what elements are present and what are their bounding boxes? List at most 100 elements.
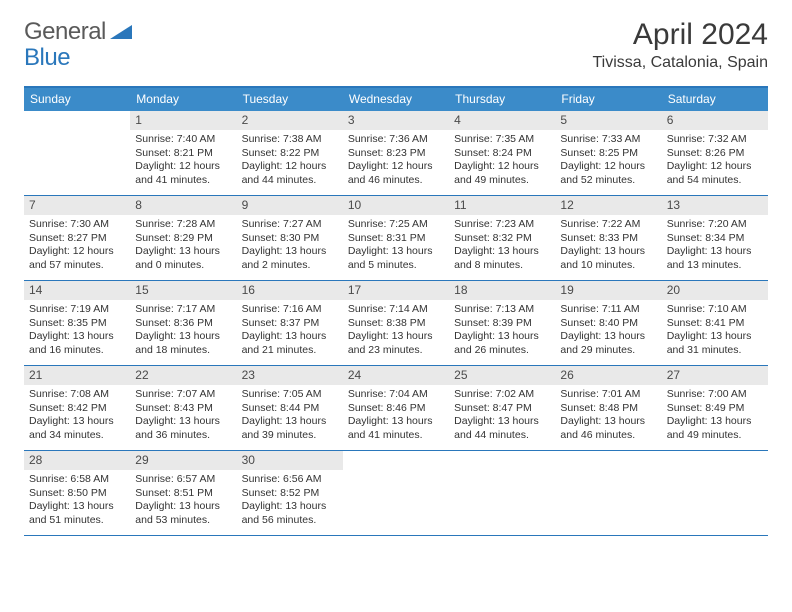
sunrise: Sunrise: 7:32 AM <box>667 133 763 147</box>
day-cell: 2Sunrise: 7:38 AMSunset: 8:22 PMDaylight… <box>237 111 343 195</box>
day-number: 18 <box>449 281 555 300</box>
day-body: Sunrise: 7:00 AMSunset: 8:49 PMDaylight:… <box>662 385 768 447</box>
daylight: Daylight: 12 hours and 41 minutes. <box>135 160 231 187</box>
day-number: 15 <box>130 281 236 300</box>
day-number: 10 <box>343 196 449 215</box>
day-body: Sunrise: 7:40 AMSunset: 8:21 PMDaylight:… <box>130 130 236 192</box>
sunrise: Sunrise: 6:57 AM <box>135 473 231 487</box>
day-number: 24 <box>343 366 449 385</box>
daylight: Daylight: 13 hours and 51 minutes. <box>29 500 125 527</box>
sunset: Sunset: 8:33 PM <box>560 232 656 246</box>
day-cell: 15Sunrise: 7:17 AMSunset: 8:36 PMDayligh… <box>130 281 236 365</box>
sunrise: Sunrise: 7:36 AM <box>348 133 444 147</box>
day-body: Sunrise: 6:56 AMSunset: 8:52 PMDaylight:… <box>237 470 343 532</box>
dow-tuesday: Tuesday <box>237 88 343 111</box>
dow-saturday: Saturday <box>662 88 768 111</box>
day-cell: 6Sunrise: 7:32 AMSunset: 8:26 PMDaylight… <box>662 111 768 195</box>
sunrise: Sunrise: 7:07 AM <box>135 388 231 402</box>
sunset: Sunset: 8:48 PM <box>560 402 656 416</box>
logo-text-blue: Blue <box>24 44 70 71</box>
day-cell: 1Sunrise: 7:40 AMSunset: 8:21 PMDaylight… <box>130 111 236 195</box>
day-body: Sunrise: 7:22 AMSunset: 8:33 PMDaylight:… <box>555 215 661 277</box>
daylight: Daylight: 12 hours and 54 minutes. <box>667 160 763 187</box>
daylight: Daylight: 13 hours and 41 minutes. <box>348 415 444 442</box>
day-number <box>343 451 449 470</box>
sunset: Sunset: 8:23 PM <box>348 147 444 161</box>
day-body: Sunrise: 7:25 AMSunset: 8:31 PMDaylight:… <box>343 215 449 277</box>
sunset: Sunset: 8:22 PM <box>242 147 338 161</box>
day-cell: 5Sunrise: 7:33 AMSunset: 8:25 PMDaylight… <box>555 111 661 195</box>
day-cell: 16Sunrise: 7:16 AMSunset: 8:37 PMDayligh… <box>237 281 343 365</box>
logo-triangle-icon <box>110 21 132 44</box>
day-number: 3 <box>343 111 449 130</box>
daylight: Daylight: 13 hours and 29 minutes. <box>560 330 656 357</box>
sunset: Sunset: 8:40 PM <box>560 317 656 331</box>
daylight: Daylight: 13 hours and 49 minutes. <box>667 415 763 442</box>
day-body: Sunrise: 7:05 AMSunset: 8:44 PMDaylight:… <box>237 385 343 447</box>
day-body: Sunrise: 7:08 AMSunset: 8:42 PMDaylight:… <box>24 385 130 447</box>
sunrise: Sunrise: 7:02 AM <box>454 388 550 402</box>
day-cell: 18Sunrise: 7:13 AMSunset: 8:39 PMDayligh… <box>449 281 555 365</box>
day-body: Sunrise: 7:23 AMSunset: 8:32 PMDaylight:… <box>449 215 555 277</box>
sunset: Sunset: 8:21 PM <box>135 147 231 161</box>
sunset: Sunset: 8:51 PM <box>135 487 231 501</box>
daylight: Daylight: 12 hours and 46 minutes. <box>348 160 444 187</box>
day-number <box>449 451 555 470</box>
day-body: Sunrise: 7:04 AMSunset: 8:46 PMDaylight:… <box>343 385 449 447</box>
sunrise: Sunrise: 7:30 AM <box>29 218 125 232</box>
daylight: Daylight: 13 hours and 23 minutes. <box>348 330 444 357</box>
sunset: Sunset: 8:24 PM <box>454 147 550 161</box>
sunrise: Sunrise: 7:08 AM <box>29 388 125 402</box>
sunset: Sunset: 8:46 PM <box>348 402 444 416</box>
sunrise: Sunrise: 6:56 AM <box>242 473 338 487</box>
daylight: Daylight: 13 hours and 10 minutes. <box>560 245 656 272</box>
day-cell <box>555 451 661 535</box>
day-body: Sunrise: 7:19 AMSunset: 8:35 PMDaylight:… <box>24 300 130 362</box>
day-cell: 19Sunrise: 7:11 AMSunset: 8:40 PMDayligh… <box>555 281 661 365</box>
day-number: 12 <box>555 196 661 215</box>
day-number: 22 <box>130 366 236 385</box>
sunrise: Sunrise: 7:33 AM <box>560 133 656 147</box>
logo-text-general: General <box>24 18 106 46</box>
daylight: Daylight: 13 hours and 36 minutes. <box>135 415 231 442</box>
week-row: 1Sunrise: 7:40 AMSunset: 8:21 PMDaylight… <box>24 111 768 196</box>
sunrise: Sunrise: 7:35 AM <box>454 133 550 147</box>
day-body: Sunrise: 6:58 AMSunset: 8:50 PMDaylight:… <box>24 470 130 532</box>
daylight: Daylight: 13 hours and 34 minutes. <box>29 415 125 442</box>
day-number: 4 <box>449 111 555 130</box>
sunrise: Sunrise: 7:17 AM <box>135 303 231 317</box>
daylight: Daylight: 13 hours and 5 minutes. <box>348 245 444 272</box>
day-number <box>24 111 130 130</box>
day-cell: 24Sunrise: 7:04 AMSunset: 8:46 PMDayligh… <box>343 366 449 450</box>
day-number: 11 <box>449 196 555 215</box>
sunset: Sunset: 8:31 PM <box>348 232 444 246</box>
day-body: Sunrise: 7:36 AMSunset: 8:23 PMDaylight:… <box>343 130 449 192</box>
day-body: Sunrise: 6:57 AMSunset: 8:51 PMDaylight:… <box>130 470 236 532</box>
sunset: Sunset: 8:36 PM <box>135 317 231 331</box>
daylight: Daylight: 13 hours and 0 minutes. <box>135 245 231 272</box>
sunrise: Sunrise: 7:40 AM <box>135 133 231 147</box>
daylight: Daylight: 13 hours and 44 minutes. <box>454 415 550 442</box>
day-body: Sunrise: 7:02 AMSunset: 8:47 PMDaylight:… <box>449 385 555 447</box>
sunset: Sunset: 8:43 PM <box>135 402 231 416</box>
day-body: Sunrise: 7:01 AMSunset: 8:48 PMDaylight:… <box>555 385 661 447</box>
day-body: Sunrise: 7:38 AMSunset: 8:22 PMDaylight:… <box>237 130 343 192</box>
sunset: Sunset: 8:35 PM <box>29 317 125 331</box>
dow-friday: Friday <box>555 88 661 111</box>
day-body: Sunrise: 7:13 AMSunset: 8:39 PMDaylight:… <box>449 300 555 362</box>
day-body: Sunrise: 7:10 AMSunset: 8:41 PMDaylight:… <box>662 300 768 362</box>
day-number: 29 <box>130 451 236 470</box>
sunset: Sunset: 8:50 PM <box>29 487 125 501</box>
sunrise: Sunrise: 7:20 AM <box>667 218 763 232</box>
dow-row: Sunday Monday Tuesday Wednesday Thursday… <box>24 88 768 111</box>
day-cell <box>24 111 130 195</box>
day-number: 14 <box>24 281 130 300</box>
day-body: Sunrise: 7:33 AMSunset: 8:25 PMDaylight:… <box>555 130 661 192</box>
month-title: April 2024 <box>593 18 769 52</box>
sunset: Sunset: 8:26 PM <box>667 147 763 161</box>
day-body: Sunrise: 7:20 AMSunset: 8:34 PMDaylight:… <box>662 215 768 277</box>
sunrise: Sunrise: 7:23 AM <box>454 218 550 232</box>
sunrise: Sunrise: 7:25 AM <box>348 218 444 232</box>
day-cell: 7Sunrise: 7:30 AMSunset: 8:27 PMDaylight… <box>24 196 130 280</box>
daylight: Daylight: 13 hours and 8 minutes. <box>454 245 550 272</box>
